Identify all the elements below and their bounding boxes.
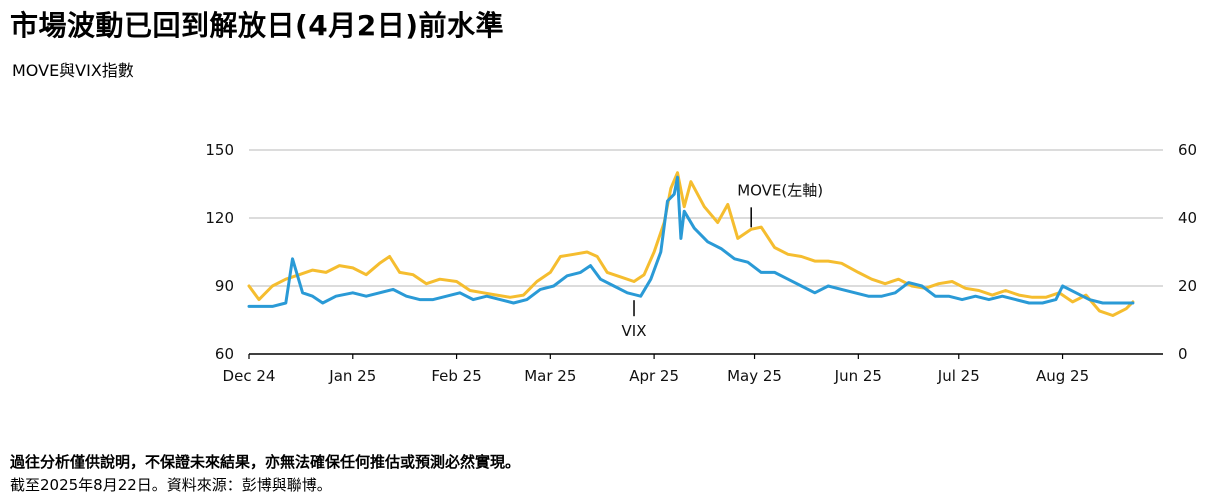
y-right-tick-label: 40 — [1178, 209, 1197, 227]
annotation-label-vix: VIX — [622, 322, 647, 340]
x-tick-label: Mar 25 — [524, 367, 576, 385]
x-tick-label: Jan 25 — [328, 367, 376, 385]
y-right-tick-label: 60 — [1178, 141, 1197, 159]
y-left-tick-label: 150 — [205, 141, 234, 159]
x-tick-label: Dec 24 — [223, 367, 276, 385]
x-tick-label: Aug 25 — [1036, 367, 1089, 385]
y-right-tick-label: 0 — [1178, 345, 1188, 363]
series-line-vix — [247, 175, 1135, 308]
chart-title: 市場波動已回到解放日(4月2日)前水準 — [10, 9, 505, 42]
x-tick-label: Apr 25 — [629, 367, 679, 385]
source-note: 截至2025年8月22日。資料來源：彭博與聯博。 — [10, 476, 332, 494]
series-line-move — [247, 171, 1135, 317]
disclaimer-note: 過往分析僅供說明，不保證未來結果，亦無法確保任何推估或預測必然實現。 — [10, 453, 521, 471]
line-chart: 60 90 120 150 0 20 40 60 Dec 24 Jan 25 Feb 25 Mar 2… — [205, 141, 1197, 385]
y-left-tick-label: 90 — [215, 277, 234, 295]
y-left-tick-label: 120 — [205, 209, 234, 227]
y-left-tick-label: 60 — [215, 345, 234, 363]
x-tick-label: May 25 — [727, 367, 782, 385]
x-tick-label: Jun 25 — [834, 367, 882, 385]
x-tick-label: Jul 25 — [937, 367, 980, 385]
chart-subtitle: MOVE與VIX指數 — [12, 61, 134, 80]
annotation-label-move: MOVE(左軸) — [737, 181, 823, 199]
x-tick-label: Feb 25 — [431, 367, 481, 385]
y-right-tick-label: 20 — [1178, 277, 1197, 295]
